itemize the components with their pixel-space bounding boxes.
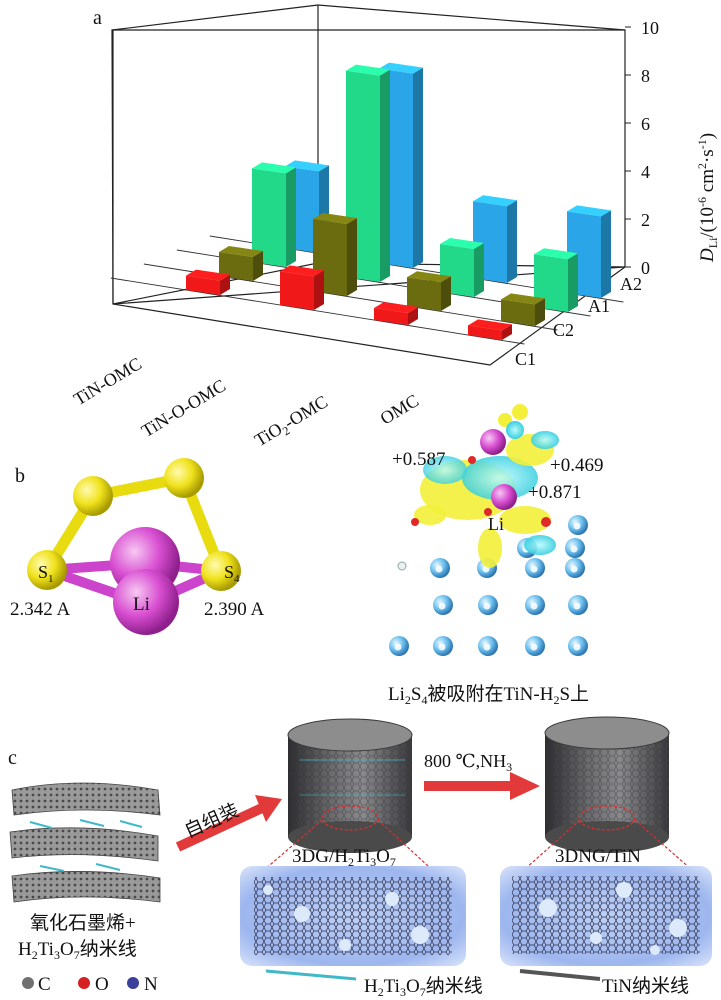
lithium-atom bbox=[491, 484, 517, 510]
charge-value-2: +0.469 bbox=[550, 455, 603, 476]
charge-value-1: +0.587 bbox=[392, 449, 445, 470]
n-atom bbox=[438, 602, 446, 610]
starting-material-line1: 氧化石墨烯+ bbox=[30, 912, 136, 934]
n-atom bbox=[573, 643, 581, 651]
z-tick-label: 6 bbox=[641, 114, 650, 134]
panel-b-molecular-structures: b S1 S4 Li 2.342 A 2.390 A bbox=[10, 404, 603, 707]
3dng-zoom-sheet bbox=[500, 866, 712, 966]
bar-C2-TiO2-OMC bbox=[407, 271, 451, 311]
depth-label: A1 bbox=[588, 296, 610, 316]
legend-h2ti3o7-nanowire: H2Ti3O7纳米线 bbox=[364, 975, 483, 999]
category-label: TiN-OMC bbox=[70, 353, 145, 409]
bars-group bbox=[186, 62, 611, 340]
z-tick-label: 4 bbox=[641, 162, 650, 182]
z-axis-ticks: 0 2 4 6 8 10 bbox=[625, 18, 659, 278]
category-label: TiO2-OMC bbox=[251, 391, 333, 453]
tin-nanowire-marker bbox=[519, 969, 601, 981]
atom-label-li-right: Li bbox=[488, 514, 504, 534]
atom-label-li: Li bbox=[133, 594, 150, 615]
depth-labels: C1 C2 A1 A2 bbox=[515, 274, 642, 369]
bond-length-left: 2.342 A bbox=[10, 599, 70, 620]
starting-material-line2: H2Ti3O7纳米线 bbox=[18, 938, 137, 962]
bond-length-right: 2.390 A bbox=[204, 599, 264, 620]
n-atom bbox=[483, 643, 491, 651]
3dng-cylinder bbox=[544, 716, 670, 853]
sulfur-atom-s4 bbox=[201, 551, 241, 591]
n-atom bbox=[573, 602, 581, 610]
legend-tin-nanowire: TiN纳米线 bbox=[602, 975, 689, 997]
panel-a-label: a bbox=[93, 7, 102, 29]
tin-surface-adsorption: +0.587 +0.469 +0.871 Li Li2S4被吸附在TiN-H2S… bbox=[388, 404, 603, 707]
nitrogen-marker bbox=[127, 977, 139, 989]
z-tick-label: 8 bbox=[641, 66, 650, 86]
h2ti3o7-nanowire-marker bbox=[265, 969, 357, 981]
depth-label: C1 bbox=[515, 349, 536, 369]
panel-c-legend: C O N H2Ti3O7纳米线 TiN纳米线 bbox=[22, 969, 689, 999]
nitridation-arrow bbox=[424, 772, 540, 800]
lattice-atom bbox=[397, 561, 407, 571]
panel-c-synthesis-scheme: c 氧化石墨烯+ H2Ti3O7纳米线 自组装 bbox=[8, 716, 712, 999]
category-label: TiN-O-OMC bbox=[138, 375, 229, 441]
lithium-atom bbox=[480, 429, 506, 455]
n-atom bbox=[530, 602, 538, 610]
panel-b-caption: Li2S4被吸附在TiN-H2S上 bbox=[388, 683, 589, 707]
nitridation-condition: 800 ℃,NH3 bbox=[424, 751, 512, 774]
bar-A1-TiN-OMC bbox=[252, 162, 296, 267]
n-atom bbox=[570, 565, 578, 573]
charge-value-3: +0.871 bbox=[528, 482, 581, 503]
product-1-label: 3DG/H2Ti3O7 bbox=[292, 846, 396, 869]
atom-label-s1: S1 bbox=[38, 562, 54, 585]
n-atom bbox=[573, 522, 581, 530]
carbon-marker bbox=[22, 977, 34, 989]
bar-A2-TiO2-OMC bbox=[473, 195, 517, 283]
depth-label: A2 bbox=[620, 274, 642, 294]
graphene-oxide-stack bbox=[9, 782, 161, 903]
n-atom bbox=[435, 565, 443, 573]
atom-label-s4: S4 bbox=[224, 562, 240, 585]
bar-C1-TiN-O-OMC bbox=[280, 265, 324, 310]
bar-C2-TiN-OMC bbox=[219, 246, 263, 281]
self-assembly-arrow bbox=[175, 795, 282, 852]
n-atom bbox=[530, 643, 538, 651]
oxygen-marker bbox=[78, 977, 90, 989]
3dg-zoom-sheet bbox=[240, 866, 466, 966]
lithium-atom bbox=[113, 569, 179, 635]
bar-A1-OMC bbox=[534, 248, 578, 312]
panel-c-label: c bbox=[8, 747, 17, 769]
charge-density-cloud bbox=[411, 404, 559, 568]
legend-oxygen: O bbox=[95, 974, 109, 995]
z-tick-label: 0 bbox=[641, 258, 650, 278]
panel-b-label: b bbox=[15, 465, 25, 487]
z-axis-title: DLi/(10-6 cm2·s-1) bbox=[695, 133, 720, 263]
bar-C1-OMC bbox=[468, 319, 512, 340]
n-atom bbox=[438, 643, 446, 651]
sulfur-atom-s1 bbox=[27, 550, 67, 590]
n-atom bbox=[570, 545, 578, 553]
bar-C1-TiN-OMC bbox=[186, 269, 230, 295]
legend-carbon: C bbox=[38, 974, 51, 995]
n-atom bbox=[394, 643, 402, 651]
n-atom bbox=[530, 565, 538, 573]
sulfur-atom bbox=[73, 476, 113, 516]
legend-nitrogen: N bbox=[144, 974, 158, 995]
sulfur-atom bbox=[164, 458, 204, 498]
z-tick-label: 2 bbox=[641, 210, 650, 230]
z-tick-label: 10 bbox=[641, 18, 659, 38]
3dg-cylinder bbox=[287, 718, 413, 853]
n-atom bbox=[483, 602, 491, 610]
product-2-label: 3DNG/TiN bbox=[555, 846, 641, 867]
bar-C1-TiO2-OMC bbox=[374, 302, 418, 325]
li2s4-molecule: S1 S4 Li 2.342 A 2.390 A bbox=[10, 458, 264, 635]
category-label: OMC bbox=[377, 390, 422, 428]
bar-C2-OMC bbox=[501, 293, 545, 326]
depth-label: C2 bbox=[553, 320, 574, 340]
